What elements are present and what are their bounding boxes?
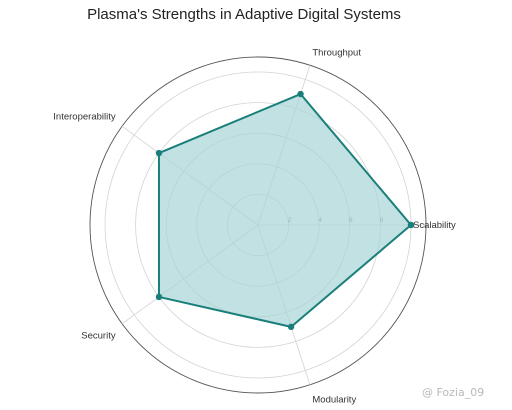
category-label-throughput: Throughput [312,48,361,59]
point-interoperability [155,149,163,157]
radar-series [155,90,415,331]
category-label-scalability: Scalability [413,220,456,231]
point-throughput [297,90,304,98]
point-modularity [287,323,295,331]
category-label-security: Security [81,330,116,341]
category-label-modularity: Modularity [312,394,356,405]
watermark-text: @ Fozia_09 [422,386,485,399]
category-label-interoperability: Interoperability [53,112,116,123]
series-area [157,93,412,328]
point-security [155,293,163,301]
chart-title: Plasma's Strengths in Adaptive Digital S… [87,6,401,23]
point-scalability [407,221,415,229]
category-labels: Scalability Throughput Interoperability Sec… [53,48,456,406]
